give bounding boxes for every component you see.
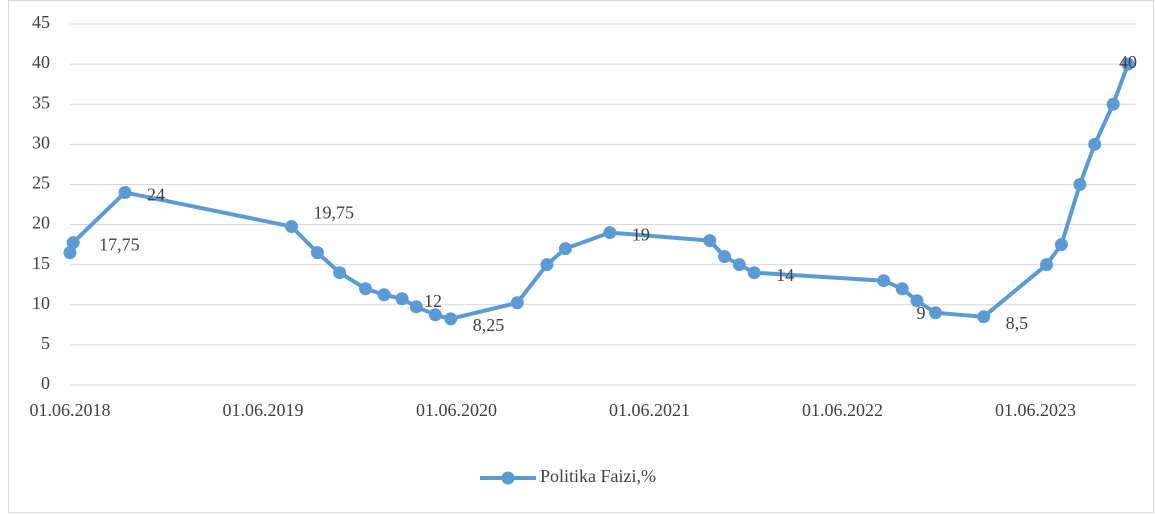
y-tick-label: 20 — [32, 213, 50, 233]
data-point — [63, 246, 77, 260]
data-point — [703, 234, 717, 248]
data-point — [1088, 137, 1102, 151]
data-point — [428, 308, 442, 322]
data-point — [395, 292, 409, 306]
y-tick-label: 35 — [32, 92, 50, 112]
data-label: 40 — [1119, 52, 1137, 72]
data-line — [68, 63, 1130, 321]
data-point — [66, 236, 80, 250]
data-point — [1040, 258, 1054, 272]
data-point — [285, 220, 299, 234]
data-point — [1073, 177, 1087, 191]
data-point — [910, 294, 924, 308]
data-label: 12 — [424, 291, 442, 311]
data-label: 8,5 — [1006, 313, 1029, 333]
data-point — [877, 274, 891, 288]
data-point — [540, 258, 554, 272]
data-label: 8,25 — [473, 315, 505, 335]
data-label: 14 — [776, 265, 794, 285]
data-point — [895, 282, 909, 296]
data-point — [558, 242, 572, 256]
data-point — [359, 282, 373, 296]
data-point — [718, 250, 732, 264]
data-point — [333, 266, 347, 280]
y-tick-label: 5 — [41, 333, 50, 353]
data-point — [603, 226, 617, 240]
chart-frame — [8, 0, 1154, 513]
data-label: 9 — [917, 303, 926, 323]
x-tick-label: 01.06.2021 — [609, 400, 690, 420]
data-point — [732, 258, 746, 272]
y-tick-label: 40 — [32, 52, 50, 72]
data-point — [1054, 238, 1068, 252]
data-point — [377, 288, 391, 302]
x-tick-label: 01.06.2023 — [995, 400, 1076, 420]
y-tick-label: 0 — [41, 373, 50, 393]
x-tick-label: 01.06.2022 — [802, 400, 883, 420]
data-point — [510, 296, 524, 310]
legend-marker — [501, 471, 515, 485]
data-label: 17,75 — [99, 235, 140, 255]
data-label: 19,75 — [314, 203, 355, 223]
y-tick-label: 30 — [32, 132, 50, 152]
y-tick-label: 25 — [32, 173, 50, 193]
data-point — [1121, 57, 1135, 71]
x-tick-label: 01.06.2018 — [30, 400, 111, 420]
data-point — [444, 312, 458, 326]
data-point — [929, 306, 943, 320]
y-tick-label: 45 — [32, 12, 50, 32]
x-tick-label: 01.06.2019 — [222, 400, 303, 420]
y-tick-label: 15 — [32, 253, 50, 273]
y-tick-label: 10 — [32, 293, 50, 313]
data-point — [118, 185, 132, 199]
legend-label: Politika Faizi,% — [540, 466, 656, 486]
data-point — [747, 266, 761, 280]
data-label: 24 — [147, 185, 165, 205]
data-point — [1106, 97, 1120, 111]
data-point — [310, 246, 324, 260]
data-point — [409, 300, 423, 314]
x-tick-label: 01.06.2020 — [416, 400, 497, 420]
data-label: 19 — [632, 225, 650, 245]
data-point — [977, 310, 991, 324]
